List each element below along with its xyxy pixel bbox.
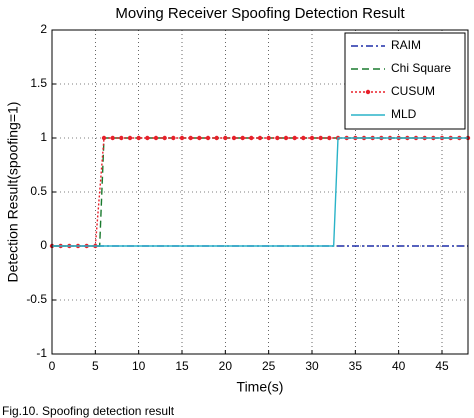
x-tick-label: 15 (175, 359, 189, 373)
chart-title: Moving Receiver Spoofing Detection Resul… (115, 5, 405, 22)
x-tick-label: 30 (305, 359, 319, 373)
series-marker (249, 135, 254, 141)
x-tick-label: 20 (219, 359, 233, 373)
series-marker (240, 135, 245, 141)
series-marker (110, 135, 115, 141)
series-marker (301, 135, 306, 141)
series-marker (101, 135, 107, 141)
series-marker (171, 135, 176, 141)
legend-label: RAIM (391, 38, 421, 52)
series-marker (214, 135, 219, 141)
series-marker (162, 135, 167, 141)
series-marker (205, 135, 211, 141)
plot-frame (51, 29, 469, 355)
y-tick-label: 1.5 (30, 76, 47, 90)
series-marker (127, 135, 133, 141)
y-tick-label: 0 (40, 238, 47, 252)
series-marker (327, 135, 332, 141)
series-marker (257, 135, 263, 141)
series-marker (188, 135, 193, 141)
legend-label: Chi Square (391, 61, 451, 75)
y-tick-label: -1 (36, 346, 47, 360)
legend-label: MLD (391, 107, 417, 121)
series-marker (231, 135, 237, 141)
series-marker (119, 135, 124, 141)
x-tick-label: 5 (92, 359, 99, 373)
x-tick-label: 0 (49, 359, 56, 373)
x-tick-label: 45 (435, 359, 449, 373)
legend-box (344, 32, 466, 130)
y-tick-label: 2 (40, 22, 47, 36)
series-marker (309, 135, 315, 141)
series-marker (266, 135, 271, 141)
caption: Fig.10. Spoofing detection result (2, 404, 175, 418)
series-marker (283, 135, 289, 141)
legend-label: CUSUM (391, 84, 435, 98)
x-tick-label: 25 (262, 359, 276, 373)
series-marker (292, 135, 297, 141)
series-marker (179, 135, 185, 141)
series-marker (145, 135, 150, 141)
series-marker (275, 135, 280, 141)
series-marker (153, 135, 159, 141)
x-tick-label: 40 (392, 359, 406, 373)
series-line (52, 137, 468, 247)
y-tick-label: 0.5 (30, 184, 47, 198)
legend-marker (365, 89, 371, 95)
x-axis-label: Time(s) (237, 379, 284, 395)
y-tick-label: -0.5 (26, 292, 47, 306)
series-marker (318, 135, 323, 141)
series-marker (223, 135, 228, 141)
y-axis-label: Detection Result(spoofing=1) (5, 102, 21, 283)
y-tick-label: 1 (40, 130, 47, 144)
x-tick-label: 35 (349, 359, 363, 373)
series-marker (197, 135, 202, 141)
x-tick-label: 10 (132, 359, 146, 373)
series-marker (136, 135, 141, 141)
